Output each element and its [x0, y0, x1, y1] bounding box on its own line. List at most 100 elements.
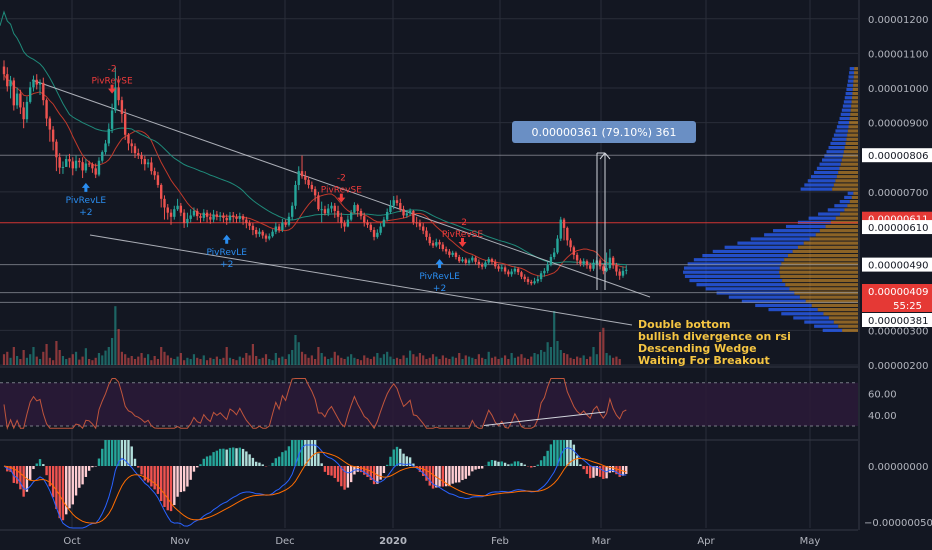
volume-bar [353, 357, 356, 365]
volume-bar [418, 353, 422, 365]
macd-histogram-bar [150, 466, 153, 487]
volume-bar [68, 357, 71, 365]
candle-body [553, 252, 556, 257]
macd-histogram-bar [611, 466, 615, 473]
candle [461, 256, 464, 263]
candle [101, 150, 104, 163]
candle-body [9, 80, 12, 87]
candle [480, 262, 484, 270]
candle [297, 166, 300, 191]
candle [304, 171, 307, 185]
macd-histogram-bar [575, 455, 579, 466]
candle [418, 219, 422, 230]
macd-histogram-bar [160, 466, 163, 502]
volume-bar [209, 357, 212, 365]
profile-bar-blue [844, 195, 852, 200]
candle-body [451, 252, 454, 255]
time-tick-label: Nov [170, 536, 190, 547]
candle-body [51, 129, 55, 142]
candle-body [271, 231, 274, 237]
measure-tool[interactable]: 0.00000361 (79.10%) 361 [512, 121, 696, 290]
candle-body [611, 257, 615, 266]
macd-histogram-bar [317, 453, 320, 466]
profile-bar-orange [819, 229, 858, 233]
profile-bar-orange [853, 191, 858, 195]
macd-histogram-bar [186, 466, 189, 487]
volume-bar [78, 359, 81, 365]
macd-histogram-bar [38, 459, 42, 466]
candle-body [385, 211, 389, 220]
volume-bar [425, 359, 428, 365]
candle [608, 249, 612, 270]
candle-body [356, 205, 359, 211]
profile-bar-orange [852, 87, 858, 92]
candle-body [418, 223, 422, 227]
candle-body [58, 157, 61, 168]
candle-body [530, 281, 533, 284]
candle [202, 209, 205, 222]
candle-body [330, 205, 333, 209]
macd-histogram-bar [618, 466, 621, 477]
price-label-box [862, 313, 932, 327]
volume-bar [22, 350, 25, 365]
macd-histogram-bar [65, 466, 68, 515]
price-axis[interactable]: 0.00001200 0.00001100 0.00001000 0.00000900… [860, 0, 932, 550]
macd-histogram-bar [84, 466, 88, 477]
candle-body [559, 219, 562, 239]
profile-bar-blue [835, 129, 848, 133]
macd-histogram-bar [81, 466, 84, 485]
volume-bar [343, 359, 346, 365]
volume-bar [386, 351, 389, 365]
macd-histogram-bar [566, 440, 569, 466]
volume-bar [582, 355, 585, 365]
profile-bar-orange [840, 162, 858, 166]
candle-body [215, 214, 219, 217]
macd-pane[interactable] [3, 440, 628, 529]
candle [516, 267, 520, 275]
candle-body [343, 223, 346, 227]
macd-histogram-bar [137, 466, 140, 468]
macd-histogram-bar [323, 466, 327, 472]
volume-bar [61, 356, 65, 365]
candle [556, 235, 559, 255]
candle [454, 251, 458, 260]
macd-histogram-bar [471, 466, 474, 472]
macd-histogram-bar [327, 466, 330, 476]
volume-bar [261, 357, 264, 365]
volume-bar [281, 356, 284, 365]
candle-body [310, 184, 314, 190]
candle [395, 195, 399, 206]
profile-bar-blue [811, 175, 837, 179]
candle-body [389, 205, 392, 212]
signal-label: -2 [458, 218, 467, 228]
volume-bar [592, 347, 595, 365]
price-candles[interactable] [2, 60, 628, 286]
candle-body [428, 236, 431, 244]
volume-bar [156, 359, 160, 365]
rsi-pane[interactable] [0, 378, 858, 431]
macd-histogram-bar [494, 460, 497, 466]
candle [32, 75, 35, 92]
volume-bar [409, 350, 412, 365]
candle-body [228, 215, 232, 221]
signal-label: PivRevSE [442, 230, 483, 240]
volume-bar [6, 351, 9, 365]
profile-bar-orange [848, 125, 858, 129]
candle-body [2, 66, 6, 75]
macd-histogram-bar [45, 466, 48, 476]
volume-bar [608, 355, 611, 365]
profile-bar-blue [818, 212, 841, 216]
macd-histogram-bar [307, 440, 310, 466]
candle [353, 202, 356, 214]
time-tick-label: Apr [697, 536, 715, 547]
profile-bar-orange [835, 179, 858, 183]
macd-histogram-bar [205, 456, 209, 466]
profile-bar-orange [844, 145, 858, 150]
candle-body [48, 118, 52, 130]
volume-bar [376, 353, 379, 365]
time-axis[interactable]: Oct Nov Dec 2020 Feb Mar Apr May [0, 529, 859, 550]
macd-histogram-bar [251, 457, 255, 466]
candle [74, 155, 78, 172]
signal-label: PivRevSE [91, 77, 132, 87]
